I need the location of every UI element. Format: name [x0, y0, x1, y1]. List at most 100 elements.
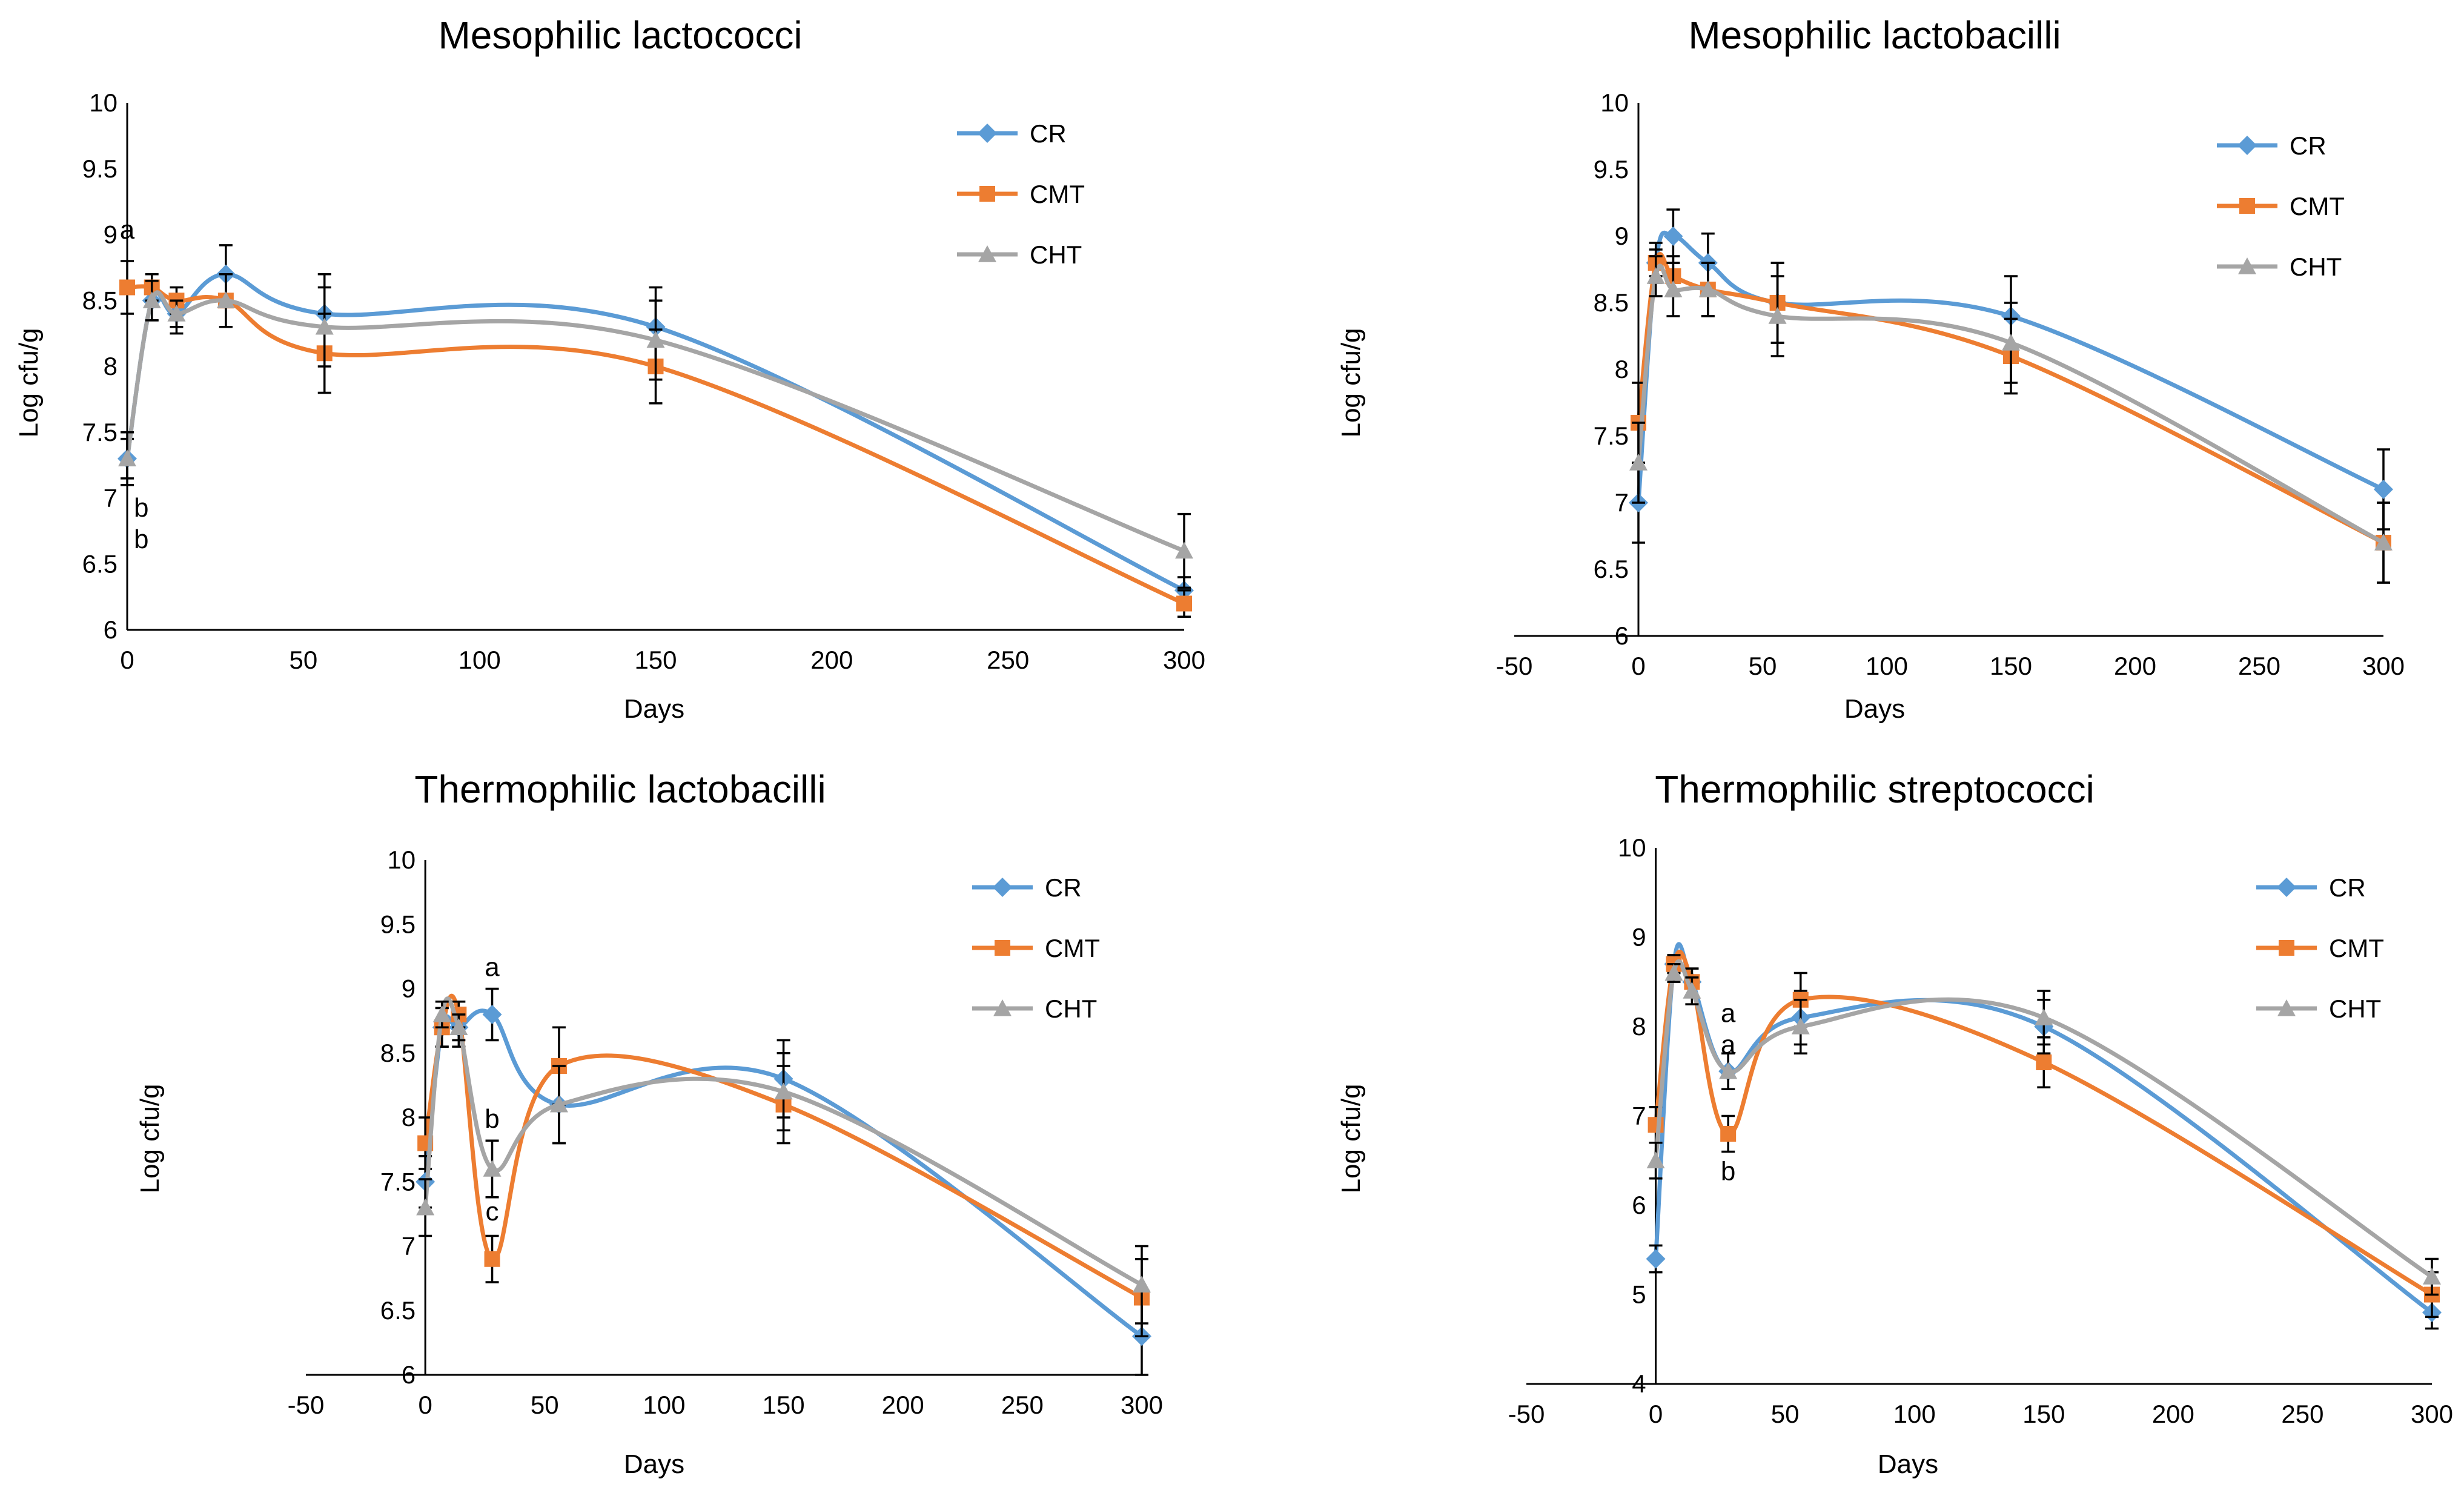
legend-marker — [993, 878, 1012, 897]
legend: CR CMT CHT — [2256, 873, 2384, 1023]
x-axis-label: Days — [1844, 694, 1905, 724]
y-tick-label: 8 — [104, 352, 118, 380]
x-tick-label: 150 — [2022, 1400, 2065, 1428]
x-tick-label: 100 — [643, 1391, 685, 1419]
series-cht: CHT: 0 days, 6.5 CHT: 7 days, 8.6CHT: 14 … — [1646, 959, 2441, 1296]
chart-thermophilic-streptococci: Thermophilic streptococci Days Log cfu/g… — [1336, 767, 2453, 1479]
y-tick-label: 6 — [402, 1360, 416, 1389]
data-point: CHT: 150 days, 8.2 — [2002, 334, 2020, 351]
data-point: CHT: 14 days, 8.6 — [1664, 280, 1683, 297]
y-tick-label: 6 — [1615, 621, 1629, 650]
legend-marker — [2277, 999, 2296, 1016]
data-point: CHT: 7 days, 8.8 — [432, 1005, 451, 1022]
data-point: CHT: 14 days, 8.4 — [167, 305, 186, 322]
x-tick-label: 250 — [2281, 1400, 2323, 1428]
y-tick-label: 7 — [1632, 1102, 1646, 1130]
y-tick-label: 10 — [1618, 833, 1646, 862]
plot-area: 0 50 100 150 200 250 30066.577.588.599.510CR: … — [82, 88, 1205, 674]
x-tick-label: 150 — [634, 646, 677, 674]
y-tick-label: 9.5 — [1594, 155, 1629, 184]
data-point: CHT: 300 days, 6.6 — [1175, 541, 1193, 559]
x-tick-label: 300 — [2411, 1400, 2453, 1428]
data-point: CHT: 56 days, 8.1 — [549, 1095, 568, 1113]
y-tick-label: 7.5 — [82, 418, 118, 446]
legend-marker — [2239, 198, 2255, 214]
data-point: CHT: 28 days, 7.5 — [1719, 1062, 1738, 1079]
legend-marker — [2279, 940, 2294, 956]
legend-label: CR — [1030, 119, 1067, 148]
data-point: CHT: 14 days, 8.4 — [1683, 982, 1701, 999]
legend: CR CMT CHT — [957, 119, 1085, 269]
data-point: CR: 28 days, 8.8 — [482, 1005, 502, 1024]
x-tick-label: 150 — [763, 1391, 805, 1419]
data-point: CHT: 56 days, 8.3 — [315, 317, 334, 335]
legend-label: CHT — [2290, 253, 2342, 281]
data-point: CMT: 0 days, 8.6 — [119, 279, 135, 296]
data-point: CHT: 14 days, 8.7 — [449, 1018, 468, 1035]
y-tick-label: 7.5 — [380, 1167, 416, 1196]
x-tick-label: 50 — [531, 1391, 559, 1419]
y-tick-label: 6 — [1632, 1191, 1646, 1219]
data-point: CHT: 56 days, 8 — [1791, 1018, 1810, 1034]
y-tick-label: 6.5 — [82, 549, 118, 578]
x-tick-label: 50 — [289, 646, 317, 674]
x-tick-label: 200 — [810, 646, 853, 674]
chart-mesophilic-lactococci: Mesophilic lactococci Days Log cfu/g 0 50… — [14, 13, 1205, 724]
y-axis-label: Log cfu/g — [1336, 328, 1366, 437]
x-tick-label: 50 — [1771, 1400, 1800, 1428]
legend: CR CMT CHT — [2217, 131, 2345, 281]
x-tick-label: 0 — [418, 1391, 432, 1419]
data-point: CMT: 300 days, 6.2 — [1176, 595, 1192, 612]
data-point: CMT: 28 days, 6.9 — [484, 1251, 500, 1267]
chart-title: Mesophilic lactobacilli — [1688, 13, 2061, 57]
legend-marker — [2238, 257, 2256, 274]
series-line — [423, 993, 1143, 1300]
significance-letter: a — [120, 215, 135, 245]
data-point: CHT: 0 days, 6.5 — [1646, 1151, 1665, 1168]
y-tick-label: 9.5 — [82, 154, 118, 183]
x-tick-label: 200 — [2152, 1400, 2194, 1428]
y-tick-label: 7 — [402, 1232, 416, 1260]
chart-thermophilic-lactobacilli: Thermophilic lactobacilli Days Log cfu/g… — [135, 767, 1163, 1479]
data-point: CHT: 300 days, 5.2 — [2423, 1268, 2441, 1285]
y-tick-label: 10 — [387, 846, 416, 874]
x-tick-label: 200 — [882, 1391, 924, 1419]
y-tick-label: 10 — [89, 88, 118, 117]
x-tick-label: 0 — [1631, 652, 1645, 680]
significance-letter: b — [1721, 1157, 1735, 1187]
significance-letter: b — [134, 493, 148, 523]
plot-area: -50 0 50 100 150 200 250 300 4 5 6 7 8 9 10 CR: 0 days,… — [1508, 833, 2453, 1428]
significance-letter: a — [1721, 999, 1736, 1028]
y-tick-label: 9.5 — [380, 910, 416, 938]
chart-title: Thermophilic lactobacilli — [414, 767, 826, 811]
data-point: CHT: 7 days, 8.5 — [142, 291, 161, 308]
series-cht: CHT: 0 days, 7.3 CHT: 7 days, 8.7CHT: 14 … — [1629, 255, 2393, 584]
data-point: CHT: 28 days, 8.6 — [1698, 280, 1717, 297]
data-point: CR: 0 days, 5.4 — [1646, 1249, 1666, 1269]
legend-label: CMT — [1045, 934, 1100, 962]
legend-marker — [979, 186, 995, 202]
y-tick-label: 5 — [1632, 1280, 1646, 1309]
y-tick-label: 6.5 — [380, 1296, 416, 1325]
y-tick-label: 8.5 — [82, 286, 118, 314]
legend-label: CR — [2329, 873, 2366, 902]
legend-label: CHT — [1030, 240, 1082, 269]
x-axis-label: Days — [624, 694, 684, 724]
data-point: CMT: 150 days, 7.6 — [2036, 1054, 2052, 1070]
significance-letter: b — [485, 1104, 499, 1134]
data-point: CHT: 28 days, 7.6 — [483, 1160, 502, 1177]
data-point: CHT: 0 days, 7.3 — [1629, 454, 1648, 471]
x-tick-label: 250 — [1001, 1391, 1044, 1419]
x-tick-label: 100 — [459, 646, 501, 674]
significance-letter: a — [1721, 1030, 1736, 1059]
x-tick-label: -50 — [288, 1391, 325, 1419]
x-tick-label: 100 — [1893, 1400, 1936, 1428]
legend-marker — [978, 124, 997, 143]
chart-title: Mesophilic lactococci — [438, 13, 802, 57]
x-tick-label: 150 — [1990, 652, 2032, 680]
legend-marker — [995, 940, 1010, 956]
y-tick-label: 8.5 — [380, 1039, 416, 1067]
significance-letter: a — [485, 952, 500, 982]
legend: CR CMT CHT — [972, 873, 1100, 1023]
